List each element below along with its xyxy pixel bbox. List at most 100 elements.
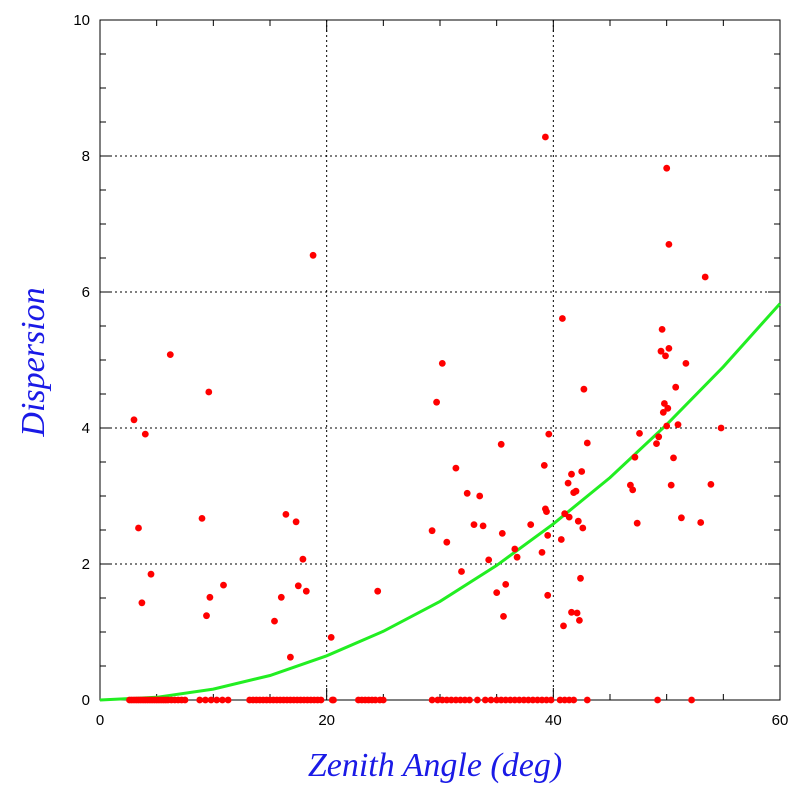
data-point bbox=[576, 617, 583, 624]
data-point bbox=[580, 385, 588, 393]
data-point bbox=[540, 462, 548, 469]
plot-border bbox=[99, 19, 781, 701]
data-point bbox=[220, 581, 227, 589]
data-point bbox=[500, 613, 507, 620]
data-point bbox=[657, 347, 665, 355]
data-point bbox=[206, 593, 214, 601]
data-point bbox=[688, 696, 695, 704]
grid-lines bbox=[100, 20, 780, 700]
data-point bbox=[428, 696, 436, 704]
data-point bbox=[294, 582, 302, 590]
data-point bbox=[674, 421, 682, 428]
x-tick-label: 0 bbox=[96, 712, 104, 729]
data-point bbox=[636, 430, 643, 437]
data-point bbox=[654, 696, 661, 704]
data-point bbox=[565, 513, 573, 521]
data-point bbox=[568, 470, 575, 478]
data-point bbox=[513, 553, 521, 561]
data-point bbox=[664, 404, 672, 412]
data-point bbox=[557, 536, 565, 543]
data-point bbox=[547, 696, 555, 704]
data-point bbox=[302, 587, 310, 595]
data-point bbox=[135, 524, 142, 532]
y-tick-label: 6 bbox=[82, 284, 90, 301]
data-point bbox=[631, 453, 639, 461]
data-point bbox=[470, 521, 478, 528]
data-point bbox=[659, 409, 667, 416]
data-point bbox=[583, 696, 591, 704]
data-point bbox=[577, 574, 584, 582]
data-point bbox=[701, 273, 709, 281]
data-point bbox=[485, 556, 493, 564]
data-point bbox=[466, 696, 473, 704]
data-point bbox=[493, 589, 501, 596]
data-point bbox=[655, 433, 663, 441]
data-point bbox=[538, 549, 546, 556]
data-point bbox=[665, 241, 673, 248]
data-point bbox=[130, 416, 138, 424]
data-point bbox=[141, 430, 149, 438]
data-point bbox=[205, 388, 213, 396]
data-points bbox=[126, 133, 725, 704]
data-point bbox=[568, 608, 575, 616]
data-point bbox=[697, 519, 705, 526]
y-tick-label: 8 bbox=[82, 148, 90, 165]
data-point bbox=[511, 545, 519, 553]
data-point bbox=[213, 696, 221, 704]
x-axis-title: Zenith Angle (deg) bbox=[308, 747, 562, 784]
data-point bbox=[292, 518, 300, 526]
x-tick-label: 60 bbox=[772, 712, 789, 729]
data-point bbox=[570, 696, 578, 704]
plot-frame bbox=[99, 19, 781, 701]
data-point bbox=[682, 360, 690, 367]
data-point bbox=[629, 486, 637, 494]
y-tick-label: 10 bbox=[73, 12, 90, 29]
data-point bbox=[578, 468, 586, 475]
data-point bbox=[658, 326, 666, 333]
data-point bbox=[543, 508, 550, 515]
data-point bbox=[717, 424, 725, 432]
x-tick-label: 40 bbox=[545, 712, 562, 729]
data-point bbox=[443, 538, 451, 546]
data-point bbox=[299, 555, 307, 563]
data-point bbox=[527, 521, 535, 528]
data-point bbox=[707, 481, 715, 488]
data-point bbox=[474, 696, 481, 704]
data-point bbox=[458, 568, 465, 575]
data-point bbox=[564, 479, 572, 487]
data-point bbox=[560, 622, 567, 630]
data-point bbox=[574, 517, 582, 525]
data-point bbox=[573, 609, 581, 617]
data-point bbox=[663, 164, 671, 172]
data-point bbox=[196, 696, 204, 704]
data-point bbox=[670, 454, 677, 462]
data-point bbox=[433, 398, 440, 406]
data-point bbox=[224, 696, 232, 704]
data-point bbox=[202, 696, 209, 704]
data-point bbox=[438, 360, 446, 367]
data-point bbox=[542, 133, 549, 141]
data-point bbox=[545, 430, 553, 438]
data-point bbox=[379, 696, 387, 704]
data-point bbox=[498, 530, 506, 537]
data-point bbox=[481, 696, 489, 704]
data-point bbox=[203, 612, 210, 620]
data-point bbox=[633, 519, 641, 527]
data-point bbox=[544, 591, 552, 599]
data-point bbox=[665, 345, 673, 352]
data-point bbox=[663, 422, 671, 430]
data-point bbox=[317, 696, 325, 704]
data-point bbox=[678, 514, 685, 522]
y-tick-label: 0 bbox=[82, 692, 90, 709]
data-point bbox=[583, 439, 591, 447]
data-point bbox=[282, 511, 290, 518]
x-tick-labels: 0 20 40 60 bbox=[96, 712, 789, 729]
data-point bbox=[147, 570, 155, 578]
data-point bbox=[479, 522, 487, 530]
data-point bbox=[330, 696, 337, 704]
data-point bbox=[428, 527, 436, 535]
data-point bbox=[287, 653, 294, 661]
data-point bbox=[544, 532, 552, 539]
data-point bbox=[502, 581, 510, 588]
